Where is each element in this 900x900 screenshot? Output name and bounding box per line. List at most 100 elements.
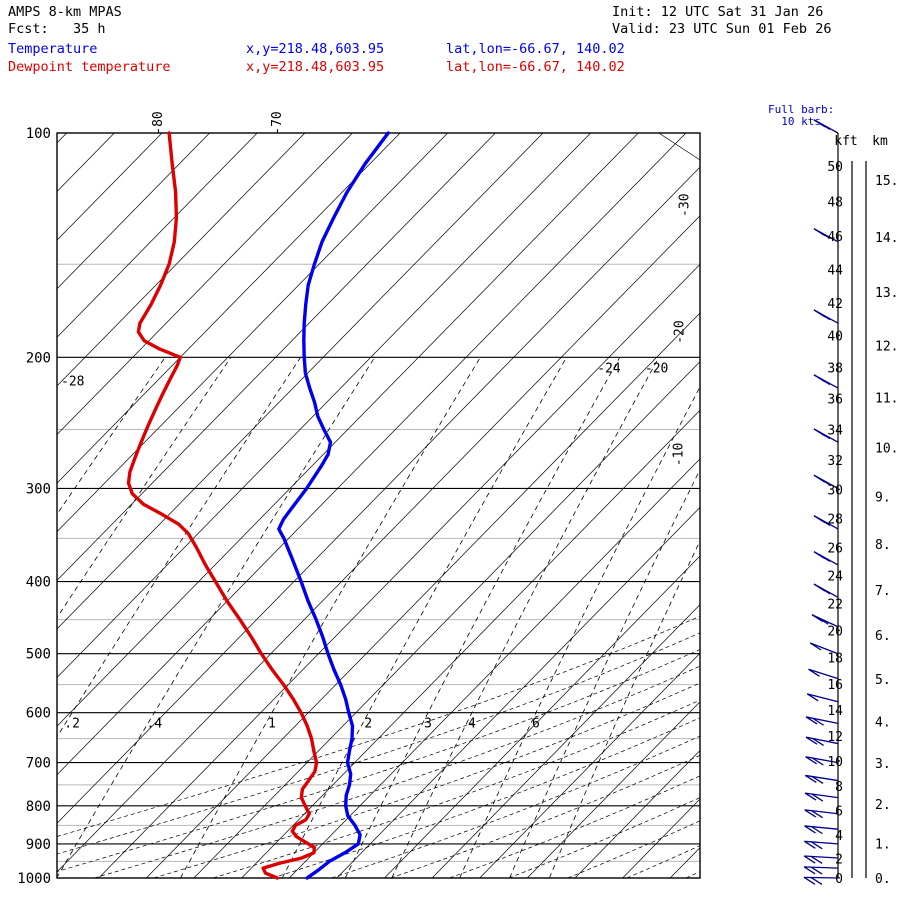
grid-curve [459, 386, 700, 878]
wind-barb-legend: Full barb: 10 kts [768, 104, 834, 128]
model-title: AMPS 8-km MPAS [8, 4, 122, 20]
grid-curve [57, 615, 700, 837]
wind-barb-flag [811, 614, 824, 623]
grid-curve [57, 357, 232, 619]
wind-barb-flag [818, 553, 831, 562]
km-tick-label: 14. [875, 231, 898, 246]
grid-curve [57, 133, 353, 436]
grid-curve [344, 357, 621, 878]
grid-curve [57, 133, 448, 533]
pressure-tick-label: 900 [26, 837, 51, 853]
kft-tick-label: 26 [827, 541, 843, 556]
kft-tick-label: 2 [835, 853, 843, 868]
grid-curve [0, 133, 19, 878]
grid-curve [57, 133, 210, 290]
wind-barb-flag [803, 876, 816, 885]
isotherm-label-right: -30 [678, 193, 693, 216]
wind-barb-flag [810, 866, 823, 875]
grid-curve [288, 458, 700, 878]
grid-curve [146, 312, 700, 878]
isotherm-label-top: -80 [151, 111, 166, 134]
wind-barb-flag [812, 717, 824, 726]
init-time: Init: 12 UTC Sat 31 Jan 26 [612, 4, 824, 20]
grid-curve [384, 555, 700, 878]
kft-tick-label: 34 [827, 424, 843, 439]
wind-barb-shaft [805, 756, 839, 764]
grid-curve [509, 468, 700, 878]
dewpoint-latlon-readout: lat,lon=-66.67, 140.02 [446, 59, 625, 75]
grid-curve [721, 133, 900, 878]
wind-barb-flag [818, 431, 831, 440]
km-tick-label: 15. [875, 174, 898, 189]
kft-tick-label: 44 [827, 264, 843, 279]
pressure-tick-label: 500 [26, 647, 51, 663]
mixing-ratio-label: 2 [364, 717, 372, 732]
km-tick-label: 1. [875, 837, 891, 852]
wind-barb-flag [803, 866, 816, 875]
wind-barb-shaft [804, 792, 839, 799]
km-tick-label: 10. [875, 442, 898, 457]
grid-curve [718, 133, 900, 878]
wind-barb-shaft [804, 825, 839, 830]
grid-curve [685, 871, 700, 878]
kft-tick-label: 38 [827, 361, 843, 376]
kft-tick-label: 36 [827, 393, 843, 408]
kft-tick-label: 4 [835, 829, 843, 844]
pressure-tick-label: 200 [26, 350, 51, 366]
wind-barb-flag [803, 855, 816, 864]
wind-barb-flag [803, 840, 816, 849]
isotherm-label: -24 [597, 361, 621, 376]
grid-curve [574, 749, 700, 878]
grid-curve [57, 357, 376, 878]
isotherm-label: -20 [645, 361, 668, 376]
isobar-grid [57, 133, 700, 878]
grid-curve [57, 133, 258, 338]
kft-tick-label: 14 [827, 704, 843, 719]
grid-curve [57, 133, 401, 484]
km-tick-label: 13. [875, 286, 898, 301]
grid-curve [241, 409, 700, 878]
grid-curve [431, 604, 700, 878]
wind-barb-flag [804, 792, 817, 801]
wind-barb-flag [811, 775, 824, 785]
mixing-ratio-label: .4 [147, 717, 163, 732]
wind-barb-flag [818, 121, 831, 131]
wind-barb-shaft [807, 693, 839, 703]
grid-curve [57, 133, 544, 630]
km-tick-label: 3. [875, 757, 891, 772]
forecast-hour: Fcst: 35 h [8, 21, 106, 37]
barb-legend-line2: 10 kts [781, 115, 821, 128]
mixing-ratio-label: 4 [468, 717, 476, 732]
wind-barb-flag [811, 826, 823, 835]
wind-barb-shaft [804, 840, 839, 845]
pressure-tick-label: 1000 [17, 871, 51, 887]
wind-barb-flag [805, 736, 818, 745]
kft-tick-label: 0 [835, 872, 843, 887]
wind-barb-flag [809, 642, 822, 651]
wind-barb-shaft [804, 866, 839, 869]
wind-barb-shaft [804, 809, 839, 815]
temperature-profile-curve [277, 131, 390, 880]
kft-tick-label: 28 [827, 513, 843, 528]
wind-barb-shaft [809, 642, 839, 655]
km-tick-label: 5. [875, 673, 891, 688]
kft-axis-label: kft [834, 134, 857, 149]
km-tick-label: 0. [875, 872, 891, 887]
kft-tick-label: 12 [827, 730, 843, 745]
wind-barb-flag [810, 841, 823, 850]
wind-barb-flag [805, 716, 818, 725]
kft-tick-label: 42 [827, 297, 843, 312]
wind-barb-flag [811, 810, 823, 819]
grid-curve [57, 632, 700, 855]
grid-curve [153, 682, 700, 878]
wind-barb-flag [811, 757, 824, 766]
kft-tick-label: 8 [835, 780, 843, 795]
mixing-ratio-grid [57, 357, 700, 878]
wind-barb-flag [818, 312, 831, 321]
km-tick-label: 11. [875, 391, 898, 406]
wind-barb-shaft [808, 668, 839, 680]
wind-barbs [803, 119, 839, 886]
kft-tick-label: 22 [827, 597, 843, 612]
wind-barb-shaft [804, 876, 839, 879]
